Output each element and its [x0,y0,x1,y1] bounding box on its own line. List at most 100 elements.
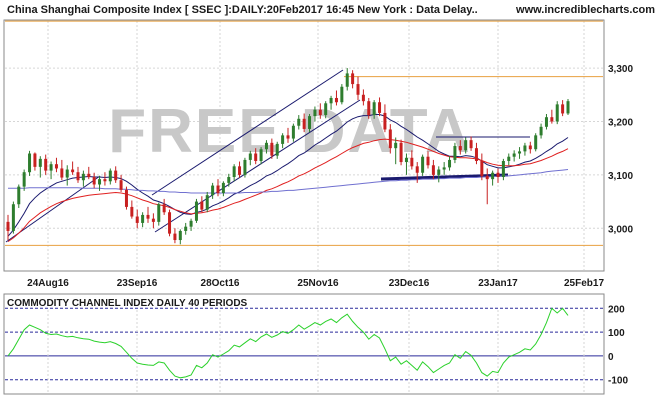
candle [318,103,322,119]
candle-body [388,129,392,149]
candle-body [394,142,398,149]
candle-body [448,159,452,168]
candle [264,140,268,154]
candle [372,100,376,119]
candle [200,196,204,213]
cci-tick-label: 200 [608,304,625,315]
candle-body [318,109,322,116]
date-tick-label: 28Oct16 [201,278,240,289]
candle [238,161,242,178]
candle [399,139,403,166]
candle-body [6,221,10,231]
date-tick-label: 25Nov16 [297,278,339,289]
candle-body [501,160,505,178]
candle [485,168,489,205]
candle [313,106,317,122]
candle [28,150,32,176]
candle-body [474,148,478,161]
channel-upper-line [151,69,344,196]
candle-body [87,173,91,178]
watermark: FREE DATA [108,97,472,166]
date-tick-label: 25Feb17 [564,278,604,289]
candle [275,141,279,159]
candle-body [124,189,128,207]
candle-body [254,153,258,161]
candle-body [291,125,295,139]
candle [383,104,387,133]
candle [189,218,193,231]
candle-body [367,101,371,116]
candle-body [340,86,344,103]
candle [173,228,177,244]
candle [394,137,398,165]
candle [211,182,215,199]
candle-body [178,230,182,241]
candle-body [426,156,430,166]
candle-body [442,167,446,170]
candle [404,153,408,175]
candle [464,137,468,154]
candle [426,151,430,169]
candle-body [518,151,522,154]
candle-body [216,185,220,194]
candle-body [33,153,37,167]
candle [243,157,247,178]
candle [566,99,570,116]
candle-body [38,158,42,167]
candle-body [173,233,177,241]
candle-body [356,84,360,95]
candle-body [528,145,532,150]
candle-body [44,158,48,171]
candle [22,169,26,191]
candle-body [17,186,21,205]
candle [135,209,139,229]
candle [44,154,48,175]
candle-body [259,149,263,161]
candle-body [297,118,301,126]
candle-body [378,102,382,113]
candle-body [49,164,53,171]
cci-axis-labels: 200 100 0 -100 [608,304,628,386]
candle [17,184,21,208]
candle-body [28,153,32,173]
candle-body [410,157,414,167]
candle-body [550,117,554,122]
candle-body [485,175,489,180]
candle-body [275,143,279,156]
candle-body [65,169,69,178]
candle-body [302,118,306,129]
candle-body [76,172,80,181]
candle [367,97,371,119]
candle [76,166,80,183]
price-tick-label: 3,100 [608,171,633,182]
candle [496,168,500,183]
cci-reference-lines [5,307,603,393]
cci-title: COMMODITY CHANNEL INDEX DAILY 40 PERIODS [7,298,248,309]
candle-body [313,109,317,117]
channel-lower-line [154,99,361,233]
candle-body [421,156,425,173]
candle-body [151,218,155,222]
candle-body [114,170,118,181]
candle [480,153,484,181]
candle [92,172,96,189]
candle [308,113,312,133]
candle [216,179,220,197]
candle [259,147,263,165]
candle-body [523,145,527,152]
candle-body [544,117,548,127]
candle-body [119,180,123,190]
candle-body [227,177,231,183]
candle-body [512,153,516,157]
candle [351,70,355,89]
candle-body [130,206,134,217]
candle-body [415,166,419,173]
cci-tick-label: 0 [608,352,614,363]
site-link[interactable]: www.incrediblecharts.com [515,4,655,16]
candle [98,175,102,191]
candle-body [329,97,333,104]
price-tick-label: 3,200 [608,117,633,128]
candle [518,147,522,159]
candle [168,209,172,237]
candle [108,168,112,185]
